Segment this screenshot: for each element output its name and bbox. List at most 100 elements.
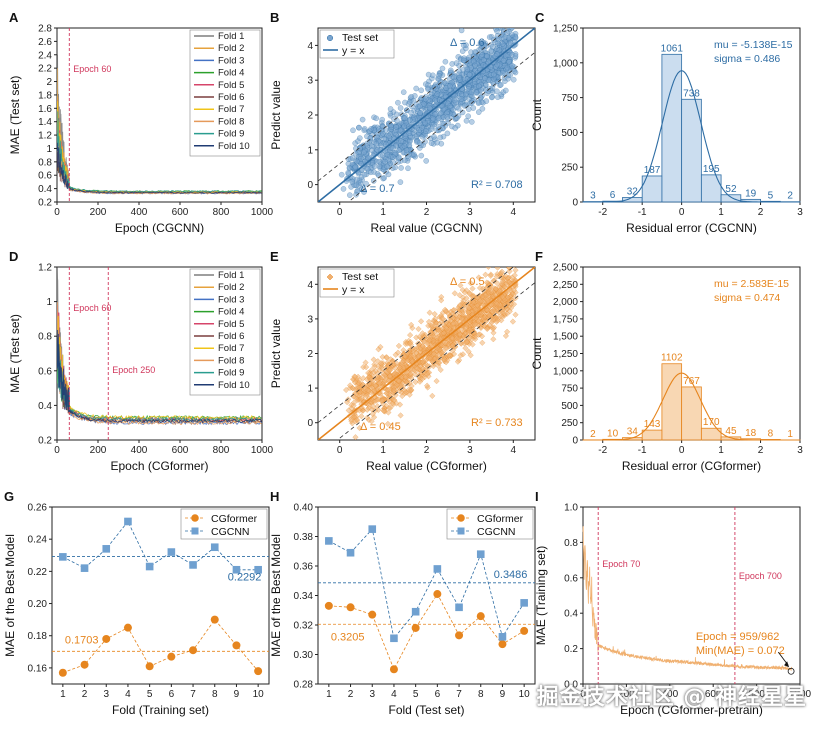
scatter-point <box>496 287 503 295</box>
y-tick-label: 1,250 <box>553 24 578 35</box>
x-tick-label: 7 <box>456 689 462 700</box>
x-tick-label: 0 <box>679 207 685 218</box>
scatter-point <box>375 396 382 403</box>
scatter-point <box>504 16 509 21</box>
scatter-point <box>365 416 372 423</box>
scatter-point <box>475 109 482 115</box>
x-tick-label: 1 <box>326 689 332 700</box>
scatter-point <box>437 366 444 373</box>
scatter-point <box>406 340 413 347</box>
scatter-point <box>371 387 378 394</box>
scatter-point <box>392 364 399 372</box>
normal-fit-curve <box>583 70 800 203</box>
y-axis-title: MAE (Test set) <box>8 314 22 393</box>
scatter-point <box>406 142 413 149</box>
y-tick-label: 1,500 <box>553 332 578 343</box>
legend-label: Fold 5 <box>218 319 244 330</box>
y-tick-label: 2.8 <box>38 24 52 35</box>
y-tick-label: 2.4 <box>38 50 52 61</box>
scatter-point <box>509 28 515 31</box>
scatter-point <box>425 71 432 78</box>
scatter-point <box>398 138 404 144</box>
x-tick-label: 1 <box>380 207 386 218</box>
data-point-cgformer <box>389 665 398 674</box>
scatter-point <box>424 382 431 389</box>
y-tick-label: 750 <box>561 93 578 104</box>
scatter-point <box>450 320 457 327</box>
x-tick-label: 2 <box>424 445 430 456</box>
scatter-point <box>486 34 493 40</box>
scatter-point <box>477 94 484 101</box>
scatter-point <box>494 94 501 100</box>
scatter-point <box>453 335 460 342</box>
scatter-point <box>468 119 475 125</box>
scatter-point <box>456 331 463 338</box>
x-tick-label: -1 <box>638 207 647 218</box>
scatter-point <box>453 316 461 323</box>
scatter-point <box>425 322 432 329</box>
scatter-point <box>475 83 482 89</box>
scatter-point <box>499 293 506 300</box>
scatter-point <box>479 52 485 58</box>
scatter-point <box>451 74 457 80</box>
scatter-point <box>422 128 429 134</box>
scatter-point <box>494 300 501 307</box>
y-tick-label: 0.40 <box>294 503 314 514</box>
legend-label: Fold 4 <box>218 68 244 79</box>
scatter-point <box>376 380 383 387</box>
scatter-point <box>361 126 368 132</box>
scatter-point <box>494 28 500 35</box>
scatter-point <box>419 330 426 337</box>
bar-count-label: 195 <box>703 164 720 175</box>
scatter-point <box>441 121 447 127</box>
scatter-point <box>464 66 471 72</box>
y-tick-label: 0.0 <box>564 680 578 691</box>
panel-letter: D <box>9 249 18 264</box>
x-tick-label: 7 <box>190 689 196 700</box>
scatter-point <box>369 147 375 153</box>
scatter-point <box>443 344 450 352</box>
scatter-point <box>452 125 459 131</box>
series-line-cgformer <box>328 593 525 671</box>
scatter-point <box>489 44 496 50</box>
x-axis-title: Real value (CGformer) <box>366 459 487 473</box>
scatter-point <box>490 336 497 343</box>
annotation-epoch: Epoch = 959/962 <box>696 631 780 643</box>
scatter-point <box>493 273 500 280</box>
scatter-point <box>474 294 481 301</box>
scatter-point <box>369 403 377 410</box>
scatter-point <box>362 385 369 393</box>
panel-a: 0 200 400 600 800 1000 0.2 0.4 0.6 0.8 1 1.2 1.4 1.6 1… <box>8 10 274 235</box>
scatter-point <box>481 43 487 49</box>
panel-letter: I <box>535 489 539 504</box>
scatter-point <box>349 155 356 161</box>
scatter-point <box>431 133 437 140</box>
x-tick-label: -1 <box>638 445 647 456</box>
y-tick-label: 500 <box>561 401 578 412</box>
scatter-point <box>426 105 433 111</box>
scatter-point <box>370 356 377 363</box>
scatter-point <box>494 88 500 95</box>
scatter-point <box>462 91 469 98</box>
scatter-point <box>386 386 393 393</box>
delta-lower-label: Δ = 0.45 <box>360 421 401 433</box>
legend-label: Fold 6 <box>218 331 244 342</box>
data-point-cgformer <box>476 612 485 621</box>
delta-lower-label: Δ = 0.7 <box>360 183 395 195</box>
scatter-point <box>416 378 423 385</box>
scatter-point <box>382 158 388 165</box>
data-point-cgcnn <box>325 537 333 545</box>
scatter-point <box>393 360 400 367</box>
scatter-point <box>367 135 374 142</box>
scatter-point <box>380 130 386 137</box>
scatter-point <box>472 333 479 340</box>
scatter-point <box>414 365 421 372</box>
scatter-point <box>397 127 404 134</box>
x-tick-label: 1000 <box>789 689 812 700</box>
bar-count-label: 8 <box>768 428 774 439</box>
scatter-point <box>356 135 363 141</box>
scatter-point <box>479 106 486 112</box>
scatter-point <box>510 247 516 253</box>
scatter-point <box>452 311 460 318</box>
scatter-point <box>359 116 366 123</box>
